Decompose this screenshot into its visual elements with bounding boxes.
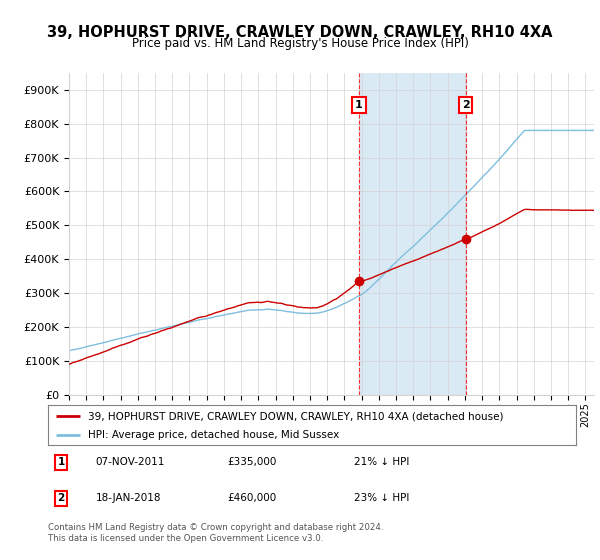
- Text: 1: 1: [58, 457, 65, 467]
- Text: 39, HOPHURST DRIVE, CRAWLEY DOWN, CRAWLEY, RH10 4XA (detached house): 39, HOPHURST DRIVE, CRAWLEY DOWN, CRAWLE…: [88, 411, 503, 421]
- Text: £460,000: £460,000: [227, 493, 277, 503]
- Text: 2: 2: [462, 100, 470, 110]
- Text: 1: 1: [355, 100, 363, 110]
- Text: 21% ↓ HPI: 21% ↓ HPI: [354, 457, 410, 467]
- Text: £335,000: £335,000: [227, 457, 277, 467]
- Text: Price paid vs. HM Land Registry's House Price Index (HPI): Price paid vs. HM Land Registry's House …: [131, 37, 469, 50]
- Text: HPI: Average price, detached house, Mid Sussex: HPI: Average price, detached house, Mid …: [88, 430, 339, 440]
- Bar: [359, 73, 466, 395]
- Text: 23% ↓ HPI: 23% ↓ HPI: [354, 493, 410, 503]
- Text: 39, HOPHURST DRIVE, CRAWLEY DOWN, CRAWLEY, RH10 4XA: 39, HOPHURST DRIVE, CRAWLEY DOWN, CRAWLE…: [47, 25, 553, 40]
- Text: 07-NOV-2011: 07-NOV-2011: [95, 457, 165, 467]
- Text: 2: 2: [58, 493, 65, 503]
- Text: Contains HM Land Registry data © Crown copyright and database right 2024.
This d: Contains HM Land Registry data © Crown c…: [48, 524, 383, 543]
- Text: 18-JAN-2018: 18-JAN-2018: [95, 493, 161, 503]
